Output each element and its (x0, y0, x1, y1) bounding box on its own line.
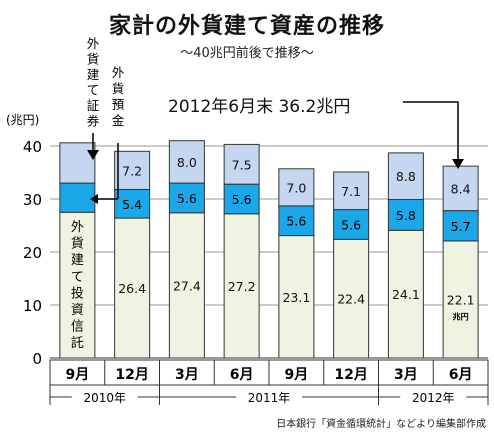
annotation-arrow (403, 101, 459, 163)
legend-label-securities: て (87, 83, 100, 98)
bar-segment (333, 238, 370, 359)
y-tick-label: 40 (23, 138, 42, 156)
data-label: 7.0 (286, 180, 306, 195)
bar-segment (278, 205, 315, 237)
legend-label-deposit: 預 (112, 97, 125, 112)
bar-segment (223, 143, 260, 185)
annotation-arrowhead (452, 159, 464, 169)
x-tick-label: 6月 (230, 367, 254, 383)
data-label: 7.2 (122, 163, 142, 178)
data-label: 5.6 (286, 214, 306, 229)
legend-label-trust: 託 (71, 335, 84, 351)
data-label: 26.4 (118, 281, 146, 296)
legend-label-securities: 貨 (87, 52, 100, 67)
bar-segment (278, 168, 315, 207)
source-note: 日本銀行「資金循環統計」などより編集部作成 (276, 419, 486, 430)
chart-title: 家計の外貨建て資産の推移 (108, 14, 385, 39)
legend-label-trust: 投 (71, 285, 84, 301)
data-label: 5.6 (232, 192, 252, 207)
legend-label-deposit: 貨 (112, 81, 125, 96)
data-label: 8.4 (451, 181, 471, 196)
data-label: 22.1 (447, 292, 475, 307)
x-tick-label: 12月 (115, 367, 148, 383)
bar-segment (442, 165, 479, 212)
legend-arrowhead-securities (87, 150, 99, 160)
legend-label-trust: 外 (71, 220, 84, 235)
data-label: 22.4 (337, 292, 365, 307)
bar-segment (333, 171, 370, 211)
chart-subtitle: 〜40兆円前後で推移〜 (180, 46, 314, 61)
legend-label-trust: 建 (71, 253, 84, 268)
legend-label-deposit: 外 (112, 65, 125, 80)
data-label: 7.5 (232, 157, 252, 172)
data-label: 7.1 (341, 184, 361, 199)
bar-segment (114, 150, 151, 190)
bar-segment (223, 183, 260, 215)
data-label: 24.1 (392, 287, 420, 302)
bar-segment (168, 140, 205, 184)
bar-segment (387, 199, 424, 231)
x-tick-label: 9月 (66, 367, 90, 383)
year-label: 2010年 (83, 391, 126, 405)
bar-segment (278, 235, 315, 359)
legend-label-trust: 貨 (71, 236, 84, 252)
bar-segment (168, 212, 205, 359)
legend-label-securities: 外 (87, 36, 100, 51)
bar-segment (59, 142, 96, 184)
legend-label-trust: 資 (71, 303, 84, 318)
unit-label: (兆円) (6, 113, 39, 127)
data-label: 23.1 (282, 290, 310, 305)
bar-segment (168, 182, 205, 214)
bar-segment (59, 211, 96, 359)
year-label: 2012年 (412, 391, 455, 405)
bar-segment (387, 152, 424, 201)
data-label: 5.6 (177, 191, 197, 206)
bar-segment (442, 240, 479, 359)
data-label: 8.0 (177, 155, 197, 170)
year-label: 2011年 (248, 391, 291, 405)
last-bar-unit: 兆円 (453, 311, 469, 321)
x-tick-label: 3月 (394, 367, 418, 383)
data-label: 8.8 (396, 169, 416, 184)
y-tick-label: 0 (32, 350, 42, 368)
y-tick-label: 10 (23, 297, 42, 315)
legend-label-trust: 信 (71, 320, 84, 335)
x-tick-label: 12月 (334, 367, 367, 383)
y-tick-label: 20 (23, 244, 42, 262)
data-label: 5.7 (451, 219, 471, 234)
year-label-bg (400, 389, 467, 405)
data-label: 27.2 (228, 279, 256, 294)
year-label-bg (236, 389, 302, 405)
legend-label-securities: 証 (87, 98, 100, 113)
bar-segment (442, 210, 479, 242)
annotation-total: 2012年6月末 36.2兆円 (168, 97, 351, 117)
data-label: 5.8 (396, 208, 416, 223)
bar-segment (333, 209, 370, 240)
legend-label-securities: 建 (87, 67, 100, 82)
x-tick-label: 9月 (285, 367, 309, 383)
bar-segment (114, 217, 151, 359)
y-tick-label: 30 (23, 191, 42, 209)
bar-segment (59, 182, 96, 213)
legend-label-securities: 券 (87, 114, 100, 129)
legend-label-trust: て (71, 270, 84, 285)
x-tick-label: 6月 (449, 367, 473, 383)
legend-arrowhead-deposit (90, 194, 98, 204)
data-label: 5.4 (122, 197, 142, 212)
data-label: 27.4 (173, 278, 201, 293)
x-tick-label: 3月 (175, 367, 199, 383)
year-label-bg (71, 389, 138, 405)
legend-label-deposit: 金 (112, 113, 125, 128)
data-label: 5.6 (341, 217, 361, 232)
